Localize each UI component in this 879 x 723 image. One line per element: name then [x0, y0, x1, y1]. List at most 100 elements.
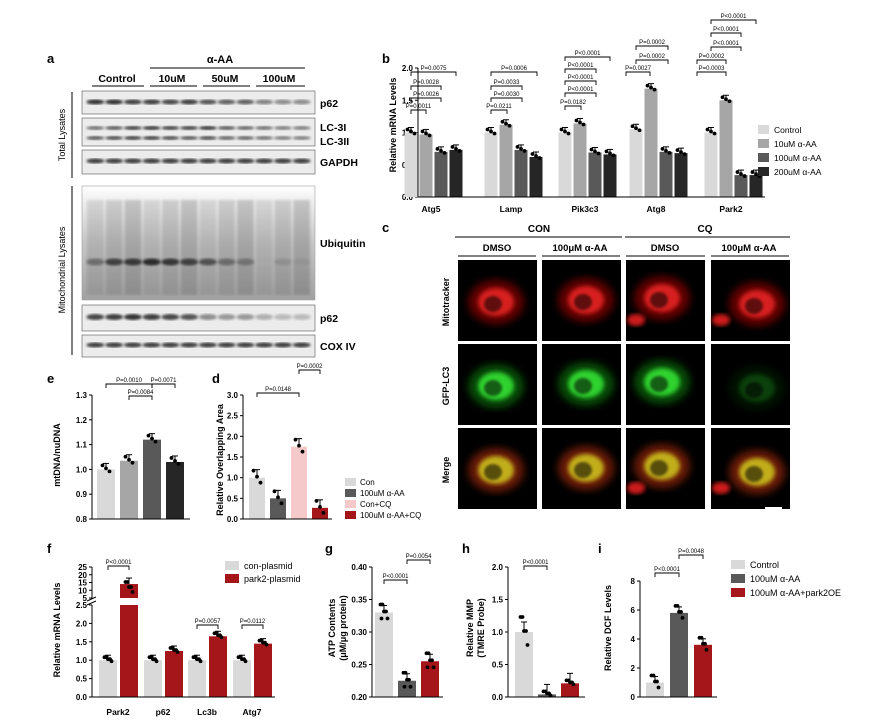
b-sig-bracket	[564, 80, 597, 85]
f-point	[242, 657, 246, 662]
f-ytick-label: 2.5	[76, 601, 88, 610]
micro-row-mitotracker: Mitotracker	[441, 277, 451, 326]
b-point	[608, 151, 612, 156]
b-bar	[529, 157, 543, 197]
i-ytick-label: 8	[631, 577, 636, 586]
blot-band	[86, 126, 105, 130]
b-point	[489, 129, 493, 134]
b-point	[581, 122, 586, 127]
d-legend-swatch	[345, 489, 356, 497]
b-bar	[588, 152, 602, 197]
b-bar	[734, 175, 748, 197]
i-ylabel: Relative DCF Levels	[603, 585, 613, 671]
panel-f: f Relative mRNA Levels 0.0 0.5 1.0 1.5 2.0 2.…	[47, 541, 301, 717]
d-point	[293, 437, 298, 442]
f-ytick-label: 25	[78, 563, 87, 572]
b-point	[742, 174, 747, 178]
blot-band	[161, 126, 180, 130]
b-point	[519, 147, 523, 151]
b-sig-bracket	[410, 97, 442, 102]
f-point	[104, 655, 109, 660]
f-point	[197, 657, 201, 662]
f-ytick-label: 20	[78, 571, 87, 580]
f-legend-label: park2-plasmid	[244, 574, 301, 584]
e-point	[153, 439, 158, 444]
b-sig-bracket	[625, 71, 651, 76]
blot-band	[292, 314, 311, 320]
b-pvalue: P<0.0001	[568, 63, 595, 69]
g-ylabel: ATP Contents	[327, 599, 337, 658]
blot-band	[273, 126, 292, 130]
f-sig-bracket	[107, 565, 130, 570]
ubiquitin-smear-lane	[180, 200, 198, 295]
f-point	[259, 638, 264, 643]
blot-band	[142, 342, 161, 348]
f-category-label: p62	[156, 707, 171, 717]
b-sig-bracket	[564, 105, 582, 110]
micro-col-4: 100μM α-AA	[722, 243, 777, 254]
blot-band	[123, 342, 142, 348]
b-sig-bracket	[696, 59, 727, 64]
b-sig-bracket	[710, 19, 757, 24]
b-point	[537, 156, 542, 160]
blot-strip-lc3	[81, 117, 316, 147]
blot-band	[105, 126, 124, 130]
b-pvalue: P=0.0002	[639, 54, 666, 60]
band-label-lc3ii: LC-3II	[320, 136, 349, 148]
b-legend-label: Control	[774, 125, 802, 135]
b-point	[420, 129, 425, 134]
micro-nucleus	[650, 292, 668, 308]
blot-bands	[86, 99, 311, 348]
mito-lysates-label: Mitochondrial Lysates	[57, 226, 67, 313]
f-bar	[99, 660, 117, 697]
blot-band	[142, 99, 161, 105]
blot-band	[292, 158, 311, 164]
i-legend-label: Control	[750, 560, 779, 570]
h-ytick-label: 0.5	[492, 661, 504, 670]
chart-d: 0.0 0.5 1.0 1.5 2.0 2.5 3.0 P=0.0148 P=0.0002 Con…	[227, 364, 421, 524]
b-bar	[404, 132, 418, 197]
blot-band	[86, 314, 105, 320]
h-point	[524, 629, 528, 633]
blot-band	[255, 158, 274, 164]
f-sig-bracket	[241, 624, 264, 629]
i-bar	[646, 682, 664, 697]
f-point	[149, 655, 154, 660]
i-ytick-label: 6	[631, 606, 636, 615]
b-point	[596, 151, 601, 156]
micro-nucleus	[745, 382, 763, 398]
blot-group-50um: 50uM	[212, 73, 239, 85]
f-bar	[165, 651, 183, 697]
g-ylabel2: (μM/μg protein)	[338, 595, 348, 661]
b-sig-bracket	[696, 71, 727, 76]
blot-band	[255, 126, 274, 130]
f-point	[129, 585, 133, 589]
h-sig-bracket	[523, 565, 548, 570]
b-point	[604, 149, 609, 154]
blot-strip-p62-total	[81, 90, 316, 115]
b-point	[424, 131, 428, 136]
b-point	[427, 133, 432, 138]
i-legend-swatch	[731, 560, 745, 569]
blot-group-100um: 100uM	[263, 73, 296, 85]
b-bar	[434, 151, 448, 197]
blot-band	[255, 314, 274, 320]
g-point	[385, 616, 390, 621]
panel-label-h: h	[462, 541, 470, 556]
ubiquitin-smear-lane	[237, 200, 254, 295]
blot-band	[273, 136, 292, 140]
e-ylabel: mtDNA/nuDNA	[52, 423, 62, 487]
b-category-label: Park2	[719, 204, 742, 214]
b-pvalue: P=0.0182	[560, 100, 587, 106]
band-label-ubiquitin: Ubiquitin	[320, 238, 366, 250]
f-point	[130, 590, 135, 594]
micro-nucleus	[650, 376, 668, 392]
b-sig-bracket	[490, 71, 538, 76]
d-sig-bracket	[256, 392, 300, 397]
blot-band	[273, 342, 292, 348]
i-legend-swatch	[731, 574, 745, 583]
h-point	[547, 691, 551, 696]
b-point	[442, 150, 447, 155]
blot-band	[236, 99, 255, 105]
d-pvalue: P=0.0002	[297, 364, 324, 370]
